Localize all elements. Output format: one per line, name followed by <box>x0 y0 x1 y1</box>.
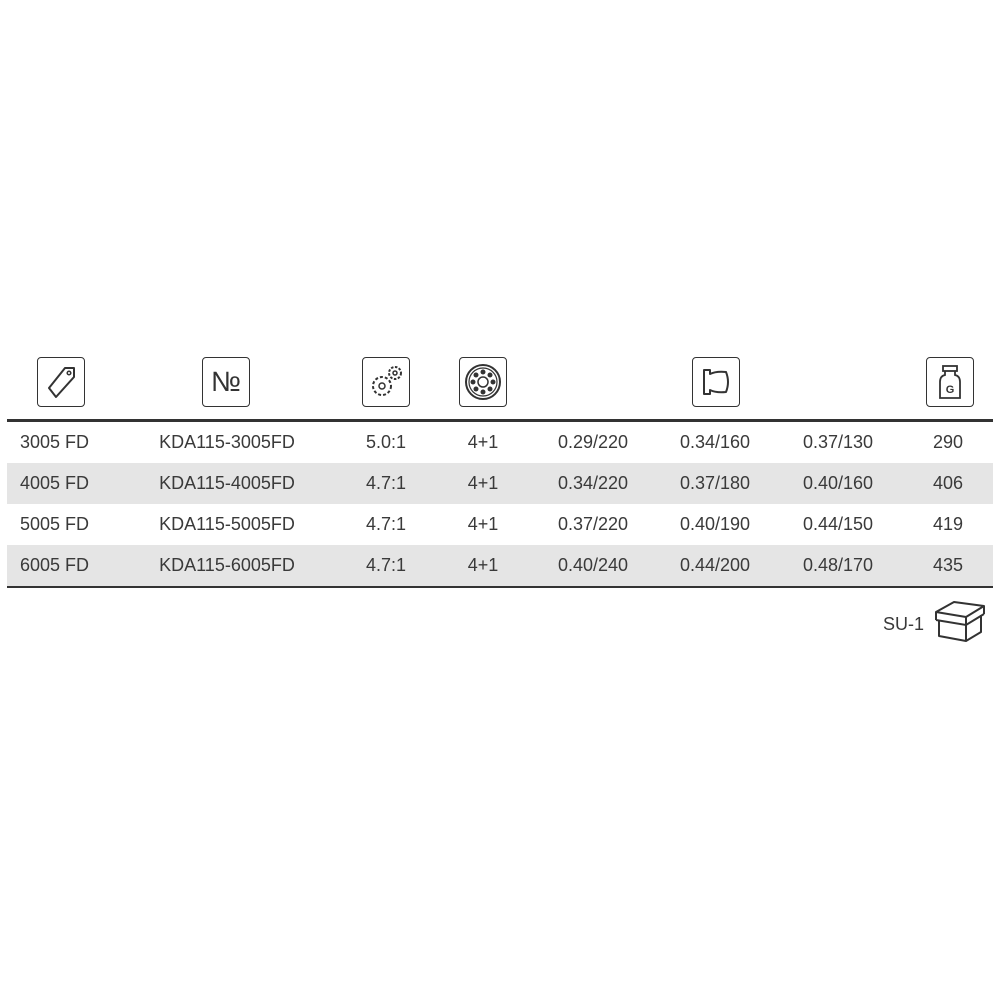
model-cell: 6005 FD <box>20 555 90 575</box>
su-label: SU-1 <box>883 614 925 634</box>
capacity-cell-3: 0.48/170 <box>802 555 874 575</box>
bearings-cell: 4+1 <box>467 555 499 575</box>
article-cell: KDA115-3005FD <box>159 432 295 452</box>
price-tag-icon <box>37 357 85 407</box>
spool-capacity-icon <box>692 357 740 407</box>
article-cell: KDA115-5005FD <box>159 514 295 534</box>
table-row: 3005 FD KDA115-3005FD 5.0:1 4+1 0.29/220… <box>7 422 993 463</box>
gear-ratio-cell: 5.0:1 <box>365 432 407 452</box>
table-row: 4005 FD KDA115-4005FD 4.7:1 4+1 0.34/220… <box>7 463 993 504</box>
capacity-cell-3: 0.40/160 <box>802 473 874 493</box>
capacity-cell-1: 0.29/220 <box>557 432 629 452</box>
number-sign-icon: № <box>202 357 250 407</box>
model-cell: 5005 FD <box>20 514 90 534</box>
capacity-cell-1: 0.34/220 <box>557 473 629 493</box>
model-cell: 3005 FD <box>20 432 90 452</box>
bearings-cell: 4+1 <box>467 473 499 493</box>
gear-ratio-cell: 4.7:1 <box>365 473 407 493</box>
gear-ratio-icon <box>362 357 410 407</box>
bearings-cell: 4+1 <box>467 514 499 534</box>
weight-letter: G <box>946 384 955 396</box>
specs-table: 3005 FD KDA115-3005FD 5.0:1 4+1 0.29/220… <box>7 419 993 588</box>
table-row: 5005 FD KDA115-5005FD 4.7:1 4+1 0.37/220… <box>7 504 993 545</box>
article-cell: KDA115-6005FD <box>159 555 295 575</box>
gear-ratio-cell: 4.7:1 <box>365 514 407 534</box>
bearings-cell: 4+1 <box>467 432 499 452</box>
capacity-cell-2: 0.40/190 <box>679 514 751 534</box>
weight-cell: 406 <box>932 473 964 493</box>
capacity-cell-2: 0.37/180 <box>679 473 751 493</box>
table-row: 6005 FD KDA115-6005FD 4.7:1 4+1 0.40/240… <box>7 545 993 586</box>
model-cell: 4005 FD <box>20 473 90 493</box>
number-symbol: № <box>210 366 242 397</box>
capacity-cell-1: 0.37/220 <box>557 514 629 534</box>
weight-cell: 419 <box>932 514 964 534</box>
weight-cell: 290 <box>932 432 964 452</box>
weight-cell: 435 <box>932 555 964 575</box>
gear-ratio-cell: 4.7:1 <box>365 555 407 575</box>
box-icon <box>935 601 985 642</box>
capacity-cell-3: 0.37/130 <box>802 432 874 452</box>
weight-icon: G <box>926 357 974 407</box>
capacity-cell-3: 0.44/150 <box>802 514 874 534</box>
capacity-cell-1: 0.40/240 <box>557 555 629 575</box>
ball-bearing-icon <box>459 357 507 407</box>
article-cell: KDA115-4005FD <box>159 473 295 493</box>
capacity-cell-2: 0.44/200 <box>679 555 751 575</box>
capacity-cell-2: 0.34/160 <box>679 432 751 452</box>
